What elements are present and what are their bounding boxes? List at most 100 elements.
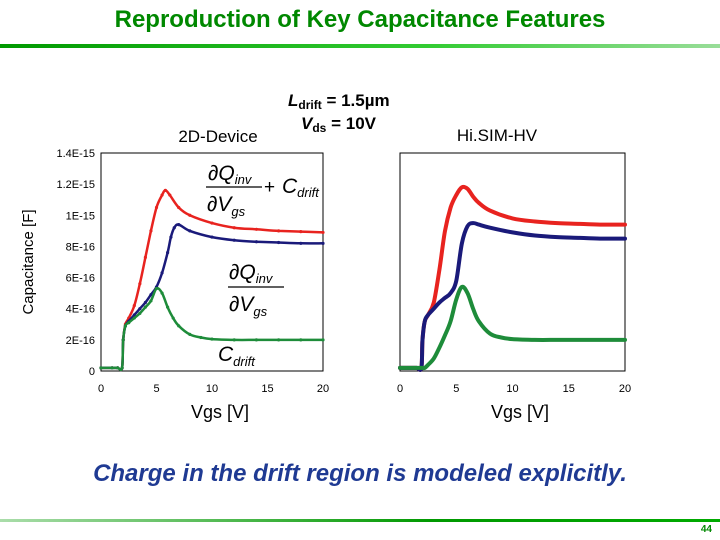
- formula1-denominator: ∂Vgs: [207, 193, 246, 219]
- left-data-point: [254, 338, 258, 342]
- left-series-line-2: [99, 223, 325, 372]
- left-data-point: [154, 205, 159, 210]
- left-data-point: [132, 304, 136, 308]
- left-x-tick-label: 10: [206, 383, 218, 395]
- right-x-tick-label: 15: [563, 383, 575, 395]
- left-data-point: [160, 291, 164, 295]
- left-y-tick-label: 0: [89, 366, 95, 378]
- left-data-point: [166, 251, 170, 255]
- left-data-point: [210, 235, 214, 239]
- left-data-point: [321, 241, 325, 245]
- left-data-point: [210, 221, 214, 225]
- right-series-line-2: [398, 221, 627, 372]
- left-data-point: [143, 255, 147, 259]
- vds-label: Vds = 10V: [301, 114, 377, 135]
- left-data-point: [277, 338, 281, 342]
- left-data-point: [149, 299, 153, 303]
- left-y-tick-label: 6E-16: [66, 273, 95, 285]
- page-number: 44: [700, 524, 712, 535]
- right-x-tick-label: 10: [506, 383, 518, 395]
- left-data-point: [154, 286, 159, 291]
- left-data-point: [149, 229, 153, 233]
- right-chart: 0 5 10 15 20 Vgs [V] Hi.SIM-HV: [397, 126, 631, 422]
- ldrift-label: Ldrift = 1.5µm: [288, 91, 390, 112]
- footer-divider: [0, 519, 720, 522]
- left-data-point: [277, 240, 281, 245]
- left-data-point: [210, 337, 214, 341]
- left-data-point: [138, 307, 142, 311]
- left-data-point: [171, 316, 175, 320]
- left-data-point: [188, 229, 192, 233]
- left-series-line-1: [99, 189, 325, 372]
- left-data-point: [299, 241, 303, 245]
- left-y-ticks: 0 2E-16 4E-16 6E-16 8E-16 1E-15 1.2E-15 1.4E-15: [56, 148, 95, 378]
- formula2-numerator: ∂Qinv: [229, 261, 274, 286]
- left-data-point: [99, 366, 103, 370]
- left-data-point: [160, 193, 164, 197]
- left-data-point: [188, 332, 192, 337]
- left-data-point: [123, 324, 128, 328]
- left-data-point: [132, 316, 136, 320]
- left-data-point: [149, 293, 153, 297]
- left-series-line-3: [99, 286, 325, 372]
- left-data-point: [138, 311, 142, 315]
- left-data-point: [254, 227, 258, 231]
- left-x-tick-label: 5: [153, 383, 159, 395]
- formula-inversion-capacitance: ∂Qinv ∂Vgs: [228, 261, 284, 319]
- left-data-point: [321, 230, 325, 235]
- left-y-tick-label: 1.2E-15: [56, 179, 95, 191]
- left-data-point: [116, 366, 120, 370]
- right-x-axis-label: Vgs [V]: [491, 402, 549, 422]
- left-data-point: [177, 205, 181, 210]
- slide-title: Reproduction of Key Capacitance Features: [114, 6, 606, 33]
- left-x-tick-label: 15: [261, 383, 273, 395]
- left-data-point: [232, 226, 236, 230]
- left-data-point: [277, 229, 281, 233]
- left-plot-frame: [100, 152, 324, 372]
- slide-caption: Charge in the drift region is modeled ex…: [93, 460, 627, 487]
- left-series-group: [99, 188, 325, 372]
- left-data-point: [321, 338, 325, 342]
- left-data-point: [172, 226, 176, 230]
- right-series-group: [398, 184, 627, 372]
- left-data-point: [110, 366, 114, 370]
- left-data-point: [232, 338, 236, 342]
- formula-total-capacitance: ∂Qinv ∂Vgs + Cdrift: [206, 162, 320, 219]
- left-data-point: [169, 235, 173, 239]
- left-x-tick-label: 20: [317, 383, 329, 395]
- left-x-ticks: 0 5 10 15 20: [98, 383, 329, 395]
- left-data-point: [299, 230, 303, 234]
- left-data-point: [127, 321, 131, 325]
- left-data-point: [177, 223, 181, 227]
- chart-area: 0 2E-16 4E-16 6E-16 8E-16 1E-15 1.2E-15 1.4E-15…: [20, 91, 631, 422]
- left-data-point: [163, 188, 167, 192]
- left-data-point: [120, 366, 124, 370]
- left-chart: 0 2E-16 4E-16 6E-16 8E-16 1E-15 1.2E-15 1.4E-15…: [20, 127, 329, 422]
- right-x-tick-label: 5: [453, 383, 459, 395]
- formula1-cdrift: Cdrift: [282, 175, 320, 200]
- formula1-plus: +: [264, 177, 275, 198]
- formula1-numerator: ∂Qinv: [208, 162, 253, 187]
- conditions-label: Ldrift = 1.5µm Vds = 10V: [288, 91, 390, 135]
- left-data-point: [160, 271, 164, 275]
- left-data-point: [254, 240, 258, 244]
- left-y-tick-label: 1E-15: [66, 210, 95, 222]
- left-data-point: [299, 338, 303, 342]
- formula2-denominator: ∂Vgs: [229, 293, 268, 319]
- left-y-tick-label: 2E-16: [66, 335, 95, 347]
- right-x-tick-label: 0: [397, 383, 403, 395]
- left-data-point: [138, 282, 142, 286]
- left-data-point: [132, 313, 136, 317]
- left-data-point: [168, 193, 172, 197]
- left-y-tick-label: 1.4E-15: [56, 148, 95, 160]
- left-y-tick-label: 4E-16: [66, 304, 95, 316]
- left-data-point: [166, 305, 170, 309]
- y-axis-label: Capacitance [F]: [20, 209, 37, 314]
- left-data-point: [199, 335, 203, 340]
- right-series-line-1: [398, 184, 627, 372]
- left-x-tick-label: 0: [98, 383, 104, 395]
- right-chart-title: Hi.SIM-HV: [457, 126, 538, 145]
- left-data-point: [121, 338, 125, 342]
- cdrift-label: Cdrift: [218, 343, 256, 369]
- right-series-line-3: [398, 284, 627, 371]
